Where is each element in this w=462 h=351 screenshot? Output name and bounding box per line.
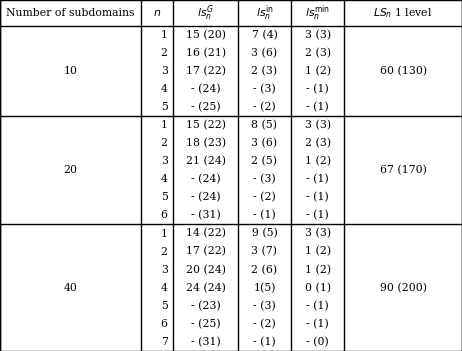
- Text: 3: 3: [161, 156, 168, 166]
- Text: 3: 3: [161, 265, 168, 274]
- Text: 1 (2): 1 (2): [304, 66, 331, 76]
- Text: 2 (6): 2 (6): [251, 265, 278, 275]
- Text: 21 (24): 21 (24): [186, 156, 225, 166]
- Text: 14 (22): 14 (22): [186, 229, 225, 239]
- Text: $LS_n$ 1 level: $LS_n$ 1 level: [373, 6, 433, 20]
- Text: 5: 5: [161, 301, 168, 311]
- Text: 15 (20): 15 (20): [186, 29, 225, 40]
- Text: - (24): - (24): [191, 174, 220, 184]
- Text: 1: 1: [161, 30, 168, 40]
- Text: 3 (3): 3 (3): [304, 120, 331, 130]
- Text: - (3): - (3): [253, 84, 276, 94]
- Text: 24 (24): 24 (24): [186, 283, 225, 293]
- Text: $ls_n^{\mathrm{in}}$: $ls_n^{\mathrm{in}}$: [256, 3, 273, 22]
- Text: - (1): - (1): [306, 84, 329, 94]
- Text: 2 (3): 2 (3): [304, 138, 331, 148]
- Text: 17 (22): 17 (22): [186, 66, 225, 76]
- Text: 1 (2): 1 (2): [304, 265, 331, 275]
- Text: - (1): - (1): [306, 210, 329, 220]
- Text: $ls_n^{\mathrm{min}}$: $ls_n^{\mathrm{min}}$: [305, 3, 330, 22]
- Text: 6: 6: [161, 211, 168, 220]
- Text: 67 (170): 67 (170): [380, 165, 426, 176]
- Text: 3 (7): 3 (7): [251, 246, 278, 257]
- Text: - (23): - (23): [191, 301, 220, 311]
- Text: 90 (200): 90 (200): [380, 283, 426, 293]
- Text: 2 (3): 2 (3): [304, 48, 331, 58]
- Text: 1 (2): 1 (2): [304, 156, 331, 166]
- Text: 60 (130): 60 (130): [379, 66, 427, 76]
- Text: 1: 1: [161, 120, 168, 130]
- Text: 4: 4: [161, 283, 168, 293]
- Text: 1 (2): 1 (2): [304, 246, 331, 257]
- Text: - (1): - (1): [306, 319, 329, 329]
- Text: 2: 2: [161, 247, 168, 257]
- Text: - (1): - (1): [253, 337, 276, 347]
- Text: 3 (6): 3 (6): [251, 138, 278, 148]
- Text: 3: 3: [161, 66, 168, 76]
- Text: - (1): - (1): [306, 174, 329, 184]
- Text: - (1): - (1): [306, 102, 329, 112]
- Text: $n$: $n$: [153, 8, 161, 18]
- Text: 2 (3): 2 (3): [251, 66, 278, 76]
- Text: 17 (22): 17 (22): [186, 246, 225, 257]
- Text: - (3): - (3): [253, 174, 276, 184]
- Text: 7: 7: [161, 337, 168, 347]
- Text: 2 (5): 2 (5): [251, 156, 278, 166]
- Text: 2: 2: [161, 48, 168, 58]
- Text: Number of subdomains: Number of subdomains: [6, 8, 135, 18]
- Text: - (2): - (2): [253, 102, 276, 112]
- Text: 3 (6): 3 (6): [251, 48, 278, 58]
- Text: - (3): - (3): [253, 301, 276, 311]
- Text: 7 (4): 7 (4): [251, 29, 278, 40]
- Text: 20: 20: [63, 165, 78, 175]
- Text: 9 (5): 9 (5): [251, 229, 278, 239]
- Text: - (25): - (25): [191, 319, 220, 329]
- Text: - (2): - (2): [253, 319, 276, 329]
- Text: 15 (22): 15 (22): [186, 120, 225, 130]
- Text: - (0): - (0): [306, 337, 329, 347]
- Text: 10: 10: [63, 66, 78, 76]
- Text: 5: 5: [161, 192, 168, 202]
- Text: 3 (3): 3 (3): [304, 29, 331, 40]
- Text: 2: 2: [161, 138, 168, 148]
- Text: 1: 1: [161, 229, 168, 238]
- Text: 5: 5: [161, 102, 168, 112]
- Text: $ls_n^{G}$: $ls_n^{G}$: [197, 3, 214, 22]
- Text: - (1): - (1): [306, 192, 329, 203]
- Text: 40: 40: [63, 283, 78, 293]
- Text: - (25): - (25): [191, 102, 220, 112]
- Text: - (2): - (2): [253, 192, 276, 203]
- Text: - (31): - (31): [191, 210, 220, 220]
- Text: 20 (24): 20 (24): [186, 265, 225, 275]
- Text: - (24): - (24): [191, 84, 220, 94]
- Text: - (1): - (1): [306, 301, 329, 311]
- Text: 18 (23): 18 (23): [186, 138, 225, 148]
- Text: - (31): - (31): [191, 337, 220, 347]
- Text: 4: 4: [161, 84, 168, 94]
- Text: 3 (3): 3 (3): [304, 229, 331, 239]
- Text: 16 (21): 16 (21): [186, 48, 225, 58]
- Text: - (1): - (1): [253, 210, 276, 220]
- Text: 4: 4: [161, 174, 168, 184]
- Text: 6: 6: [161, 319, 168, 329]
- Text: 8 (5): 8 (5): [251, 120, 278, 130]
- Text: 1(5): 1(5): [253, 283, 276, 293]
- Text: - (24): - (24): [191, 192, 220, 203]
- Text: 0 (1): 0 (1): [304, 283, 331, 293]
